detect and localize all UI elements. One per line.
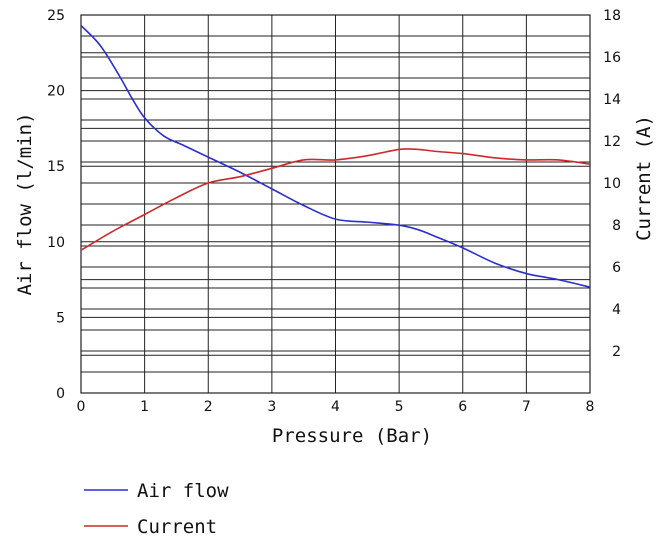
- legend-label-current: Current: [137, 516, 217, 538]
- x-tick-label: 7: [522, 399, 531, 415]
- x-axis-label: Pressure (Bar): [272, 425, 432, 447]
- y2-tick-label: 2: [612, 344, 621, 360]
- x-tick-label: 4: [331, 399, 340, 415]
- y-tick-label: 20: [47, 84, 65, 100]
- x-tick-label: 2: [204, 399, 213, 415]
- legend: Air flow Current: [84, 480, 229, 538]
- y2-tick-label: 6: [612, 260, 621, 276]
- series-lines: [80, 25, 591, 288]
- series-line-air-flow: [80, 25, 591, 288]
- y2-tick-label: 18: [603, 8, 621, 24]
- y2-tick-label: 12: [603, 134, 621, 150]
- x-tick-label: 3: [267, 399, 276, 415]
- x-tick-label: 1: [140, 399, 149, 415]
- legend-label-air-flow: Air flow: [137, 480, 229, 502]
- y-tick-label: 0: [56, 386, 65, 402]
- y2-tick-label: 4: [612, 302, 621, 318]
- y-axis-label: Air flow (l/min): [14, 112, 36, 295]
- y-tick-label: 25: [47, 8, 65, 24]
- plot-frame: [80, 14, 591, 394]
- series-line-current: [80, 148, 591, 251]
- y2-tick-label: 14: [603, 92, 621, 108]
- y2-tick-label: 10: [603, 176, 621, 192]
- x-tick-label: 6: [458, 399, 467, 415]
- x-tick-label: 8: [586, 399, 595, 415]
- y-tick-label: 15: [47, 159, 65, 175]
- y2-tick-label: 8: [612, 218, 621, 234]
- grid-lines: [80, 14, 591, 394]
- y2-axis-label: Current (A): [633, 115, 655, 241]
- y-tick-label: 10: [47, 235, 65, 251]
- x-tick-label: 0: [77, 399, 86, 415]
- x-tick-label: 5: [395, 399, 404, 415]
- y-tick-label: 5: [56, 310, 65, 326]
- y2-tick-label: 16: [603, 50, 621, 66]
